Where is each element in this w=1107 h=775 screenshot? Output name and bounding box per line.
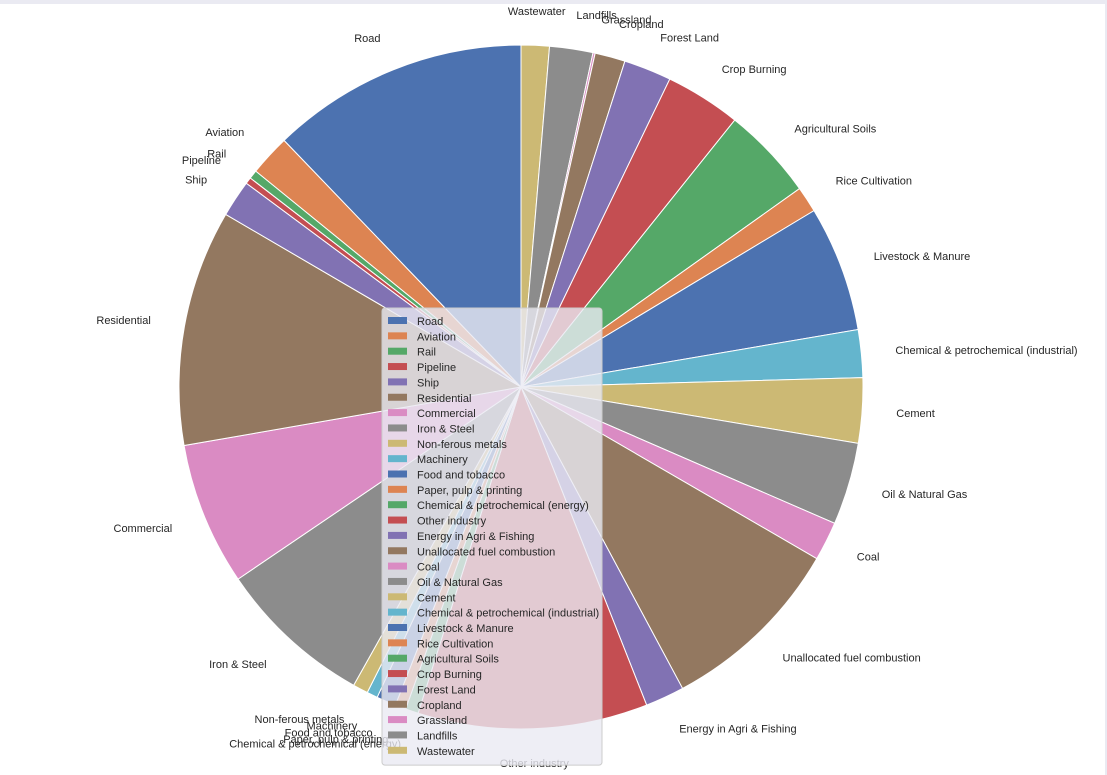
legend-label-unallocated-fuel-combustion: Unallocated fuel combustion [417,546,555,558]
pie-label-aviation: Aviation [205,127,244,139]
legend-swatch-chemical-and-petrochemical-industrial [388,608,407,616]
pie-label-residential: Residential [96,315,150,327]
legend-swatch-aviation [388,332,407,340]
legend-label-aviation: Aviation [417,331,456,343]
legend-label-chemical-and-petrochemical-energy: Chemical & petrochemical (energy) [417,500,589,512]
legend-label-commercial: Commercial [417,408,476,420]
legend-label-road: Road [417,316,443,328]
pie-label-coal: Coal [857,552,880,564]
pie-labels: Wastewater LandfillsGrasslandCroplandFore… [96,6,1077,770]
legend-label-cropland: Cropland [417,700,462,712]
legend-label-pipeline: Pipeline [417,362,456,374]
legend-label-energy-in-agri-and-fishing: Energy in Agri & Fishing [417,531,534,543]
pie-label-oil-and-natural-gas: Oil & Natural Gas [882,489,968,501]
legend-swatch-cement [388,593,407,601]
legend-label-chemical-and-petrochemical-industrial: Chemical & petrochemical (industrial) [417,608,599,620]
legend-swatch-forest-land [388,685,407,693]
legend-swatch-oil-and-natural-gas [388,577,407,585]
pie-label-unallocated-fuel-combustion: Unallocated fuel combustion [783,653,921,665]
pie-label-livestock-and-manure: Livestock & Manure [874,251,971,263]
legend-swatch-paper-pulp-and-printing [388,485,407,493]
legend-swatch-coal [388,562,407,570]
legend-swatch-ship [388,378,407,386]
legend-label-oil-and-natural-gas: Oil & Natural Gas [417,577,503,589]
legend-swatch-livestock-and-manure [388,624,407,631]
pie-label-paper-pulp-and-printing: Paper, pulp & printing [283,734,388,746]
pie-label-chemical-and-petrochemical-energy: Chemical & petrochemical (energy) [229,739,401,751]
legend-label-food-and-tobacco: Food and tobacco [417,470,505,482]
legend-label-coal: Coal [417,562,440,574]
legend-label-forest-land: Forest Land [417,684,476,696]
pie-label-ship: Ship [185,175,207,187]
legend-swatch-food-and-tobacco [388,470,407,478]
legend-label-rail: Rail [417,347,436,359]
pie-label-wastewater: Wastewater [508,6,566,18]
legend-swatch-machinery [388,455,407,463]
pie-slice-livestock-and-manure [520,209,859,388]
legend-label-residential: Residential [417,393,471,405]
pie-label-machinery: Machinery [307,721,358,733]
pie-slice-road [283,44,522,389]
pie-label-energy-in-agri-and-fishing: Energy in Agri & Fishing [679,723,796,735]
frame-top-border [0,0,1107,4]
legend-swatch-landfills [388,731,407,739]
pie-label-cement: Cement [896,408,935,420]
legend-swatch-energy-in-agri-and-fishing [388,531,407,539]
legend-swatch-crop-burning [388,670,407,678]
pie-label-landfills: Landfills [576,10,617,22]
legend-label-wastewater: Wastewater [417,746,475,758]
legend: Road Aviation Rail Pipeline Ship Residential C… [381,307,603,766]
legend-label-machinery: Machinery [417,454,468,466]
pie-label-rice-cultivation: Rice Cultivation [836,176,912,188]
legend-label-crop-burning: Crop Burning [417,669,482,681]
pie-label-agricultural-soils: Agricultural Soils [794,124,876,136]
legend-swatch-pipeline [388,363,407,371]
pie-label-grassland: Grassland [601,15,651,27]
legend-swatch-unallocated-fuel-combustion [388,547,407,555]
legend-label-landfills: Landfills [417,730,458,742]
legend-label-paper-pulp-and-printing: Paper, pulp & printing [417,485,522,497]
legend-label-cement: Cement [417,592,456,604]
pie-label-chemical-and-petrochemical-industrial: Chemical & petrochemical (industrial) [895,345,1077,357]
pie-label-forest-land: Forest Land [660,33,719,45]
legend-label-livestock-and-manure: Livestock & Manure [417,623,514,635]
legend-box [381,307,603,766]
legend-swatch-rail [388,347,407,355]
legend-swatch-rice-cultivation [388,639,407,647]
legend-swatch-other-industry [388,516,407,524]
pie-label-road: Road [354,33,380,45]
legend-swatch-residential [388,393,407,401]
legend-label-grassland: Grassland [417,715,467,727]
legend-label-agricultural-soils: Agricultural Soils [417,654,499,666]
legend-swatch-iron-and-steel [388,424,407,432]
legend-swatch-commercial [388,409,407,417]
legend-label-non-ferous-metals: Non-ferous metals [417,439,507,451]
pie-label-pipeline: Pipeline [182,155,221,167]
legend-label-rice-cultivation: Rice Cultivation [417,638,493,650]
pie-label-cropland: Cropland [619,19,664,31]
legend-swatch-non-ferous-metals [388,439,407,447]
pie-label-non-ferous-metals: Non-ferous metals [255,714,345,726]
legend-swatch-chemical-and-petrochemical-energy [388,501,407,509]
legend-label-iron-and-steel: Iron & Steel [417,423,474,435]
legend-label-ship: Ship [417,377,439,389]
frame-right-border [1105,0,1107,775]
pie-label-iron-and-steel: Iron & Steel [209,659,266,671]
legend-swatch-agricultural-soils [388,654,407,662]
pie-label-commercial: Commercial [114,523,173,535]
legend-swatch-grassland [388,716,407,724]
legend-swatch-road [388,317,407,324]
legend-swatch-cropland [388,700,407,708]
legend-label-other-industry: Other industry [417,516,487,528]
pie-label-food-and-tobacco: Food and tobacco [285,728,373,740]
legend-swatch-wastewater [388,746,407,754]
pie-label-crop-burning: Crop Burning [722,64,787,76]
pie-label-rail: Rail [207,148,226,160]
